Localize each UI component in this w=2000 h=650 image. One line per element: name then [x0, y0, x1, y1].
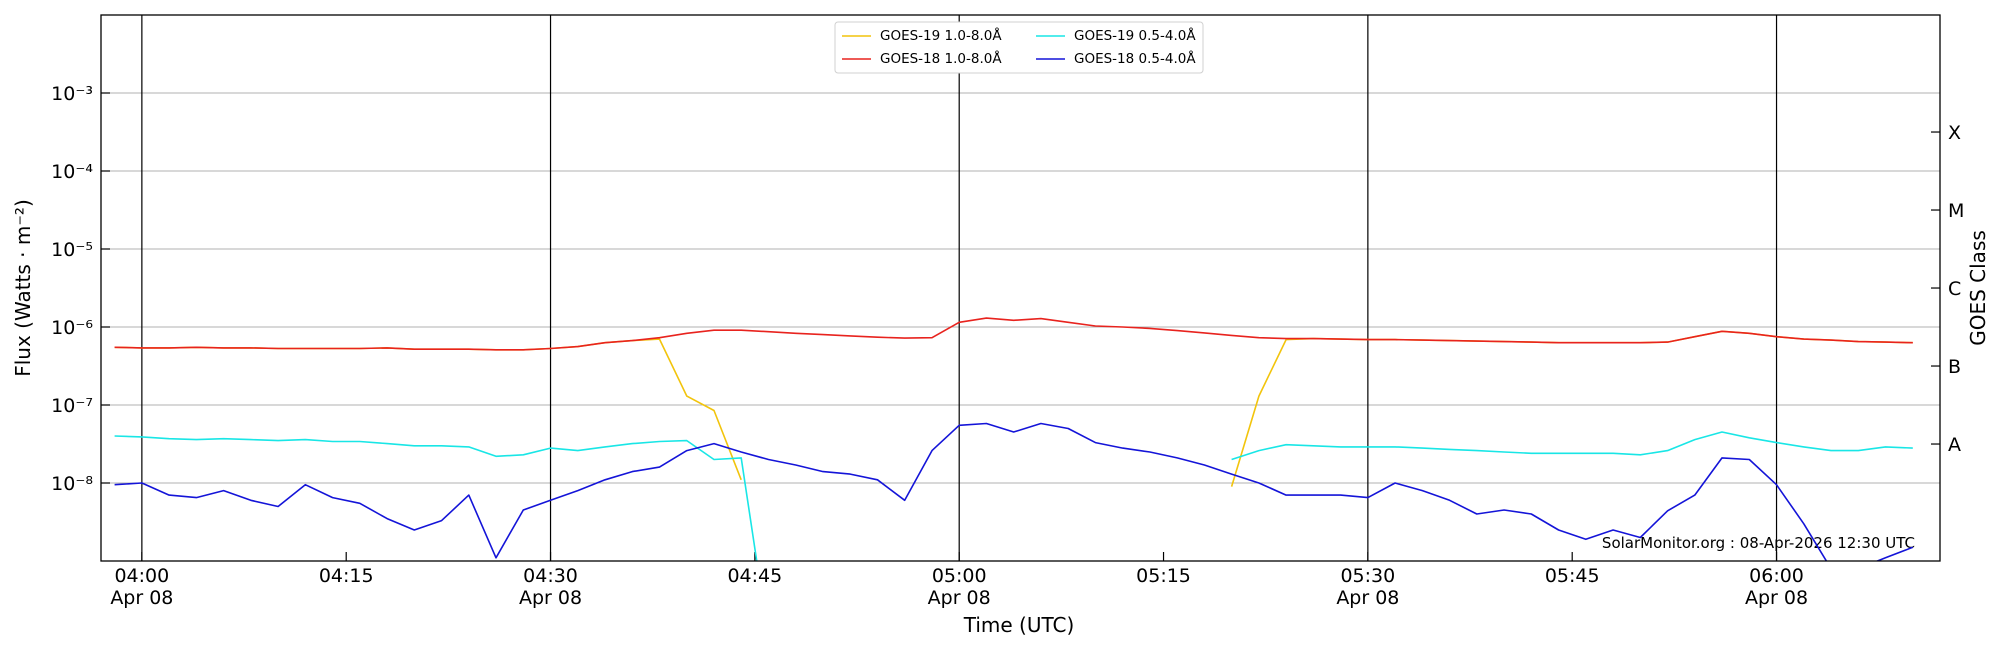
x-tick-label: 04:30 Apr 08	[519, 565, 582, 609]
x-tick-label: 04:00 Apr 08	[110, 565, 173, 609]
y-tick-label: 10⁻⁶	[51, 317, 93, 339]
x-tick-label: 04:45	[727, 565, 782, 587]
legend-label: GOES-19 1.0-8.0Å	[880, 27, 1002, 44]
y2-tick-label: M	[1948, 200, 1964, 222]
annotation: SolarMonitor.org : 08-Apr-2026 12:30 UTC	[1602, 534, 1915, 552]
series-line	[114, 422, 1914, 561]
y2-axis-label: GOES Class	[1966, 230, 1990, 346]
legend-label: GOES-18 0.5-4.0Å	[1074, 50, 1196, 67]
y-tick-label: 10⁻⁴	[51, 161, 93, 183]
series-line	[114, 431, 1913, 561]
legend-label: GOES-19 0.5-4.0Å	[1074, 27, 1196, 44]
x-tick-label: 04:15	[319, 565, 374, 587]
y2-tick-label: B	[1948, 356, 1961, 378]
legend-label: GOES-18 1.0-8.0Å	[880, 50, 1002, 67]
x-tick-label: 05:00 Apr 08	[928, 565, 991, 609]
plot-lines	[114, 317, 1914, 561]
x-axis-label: Time (UTC)	[963, 613, 1075, 637]
plot-frame	[100, 14, 1941, 562]
x-tick-label: 05:15	[1136, 565, 1191, 587]
y2-tick-label: X	[1948, 122, 1961, 144]
y-tick-label: 10⁻⁵	[51, 239, 93, 261]
x-tick-label: 05:30 Apr 08	[1336, 565, 1399, 609]
y2-tick-label: A	[1948, 434, 1961, 456]
y-axis-label: Flux (Watts · m⁻²)	[11, 199, 35, 377]
x-tick-label: 06:00 Apr 08	[1745, 565, 1808, 609]
series-line	[114, 330, 1913, 487]
y-tick-label: 10⁻⁸	[51, 473, 93, 495]
y-tick-label: 10⁻³	[51, 83, 93, 105]
x-tick-label: 05:45	[1545, 565, 1600, 587]
legend-box	[834, 21, 1204, 74]
series-line	[114, 317, 1913, 351]
y2-tick-label: C	[1948, 278, 1961, 300]
y-tick-label: 10⁻⁷	[51, 395, 93, 417]
